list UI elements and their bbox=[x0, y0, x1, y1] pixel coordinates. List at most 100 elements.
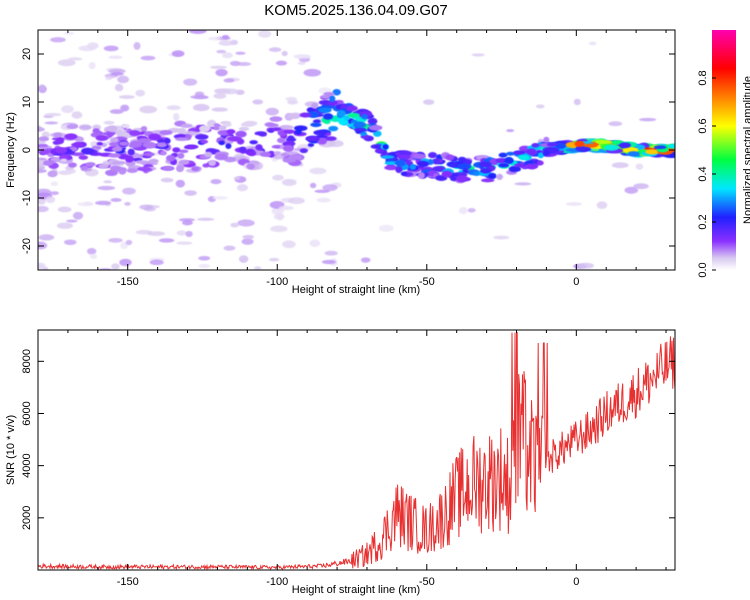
spectrogram-ridge-cell bbox=[214, 153, 229, 161]
spectrogram-ridge-cell bbox=[504, 157, 514, 165]
spectrogram-ytick-label: 20 bbox=[21, 48, 33, 60]
colorbar-tick-label: 0.6 bbox=[697, 118, 709, 133]
spectrogram-noise-cell bbox=[236, 184, 248, 192]
spectrogram-xlabel: Height of straight line (km) bbox=[292, 284, 420, 296]
spectrogram-noise-cell bbox=[565, 202, 582, 206]
spectrogram-noise-cell bbox=[189, 30, 207, 34]
spectrogram-ridge-cell bbox=[323, 119, 331, 125]
spectrogram-ridge-cell bbox=[299, 148, 308, 154]
spectrogram-ridge-cell bbox=[177, 127, 187, 135]
spectrogram-ridge-cell bbox=[432, 158, 441, 165]
snr-xtick-label: 0 bbox=[573, 576, 579, 588]
spectrogram-noise-cell bbox=[118, 95, 135, 100]
spectrogram-ridge-cell bbox=[273, 151, 282, 156]
spectrogram-noise-cell bbox=[44, 121, 59, 125]
spectrogram-ridge-cell bbox=[619, 142, 631, 149]
spectrogram-noise-cell bbox=[50, 181, 59, 187]
spectrogram-ridge-cell bbox=[373, 130, 382, 137]
spectrogram-noise-cell bbox=[422, 99, 435, 105]
spectrogram-ridge-cell bbox=[498, 163, 509, 168]
spectrogram-ridge-cell bbox=[292, 130, 301, 134]
spectrogram-noise-cell bbox=[314, 189, 330, 193]
snr-series-line bbox=[38, 332, 675, 570]
spectrogram-noise-cell bbox=[309, 182, 317, 189]
spectrogram-noise-cell bbox=[57, 59, 76, 67]
spectrogram-ridge-cell bbox=[238, 126, 250, 132]
spectrogram-ridge-cell bbox=[109, 137, 119, 144]
spectrogram-noise-cell bbox=[108, 55, 123, 60]
spectrogram-ridge-cell bbox=[409, 164, 417, 170]
spectrogram-ridge-cell bbox=[160, 150, 167, 156]
spectrogram-ridge-cell bbox=[227, 136, 241, 142]
spectrogram-noise-cell bbox=[514, 182, 532, 186]
spectrogram-ridge-cell bbox=[125, 155, 134, 163]
spectrogram-ridge-cell bbox=[71, 142, 84, 147]
spectrogram-ridge-cell bbox=[53, 132, 63, 138]
spectrogram-noise-cell bbox=[285, 96, 298, 102]
spectrogram-xtick-label: -50 bbox=[419, 276, 435, 288]
spectrogram-noise-cell bbox=[273, 213, 285, 220]
spectrogram-ridge-cell bbox=[185, 130, 196, 135]
spectrogram-ridge-cell bbox=[543, 136, 550, 143]
spectrogram-ridge-cell bbox=[43, 160, 54, 166]
spectrogram-ridge-cell bbox=[353, 121, 367, 129]
spectrogram-noise-cell bbox=[211, 107, 228, 112]
spectrogram-ridge-cell bbox=[142, 141, 157, 149]
spectrogram-noise-cell bbox=[611, 162, 629, 169]
spectrogram-ridge-cell bbox=[345, 105, 358, 112]
spectrogram-ridge-cell bbox=[299, 112, 312, 118]
spectrogram-ridge-cell bbox=[498, 152, 508, 158]
spectrogram-noise-cell bbox=[108, 237, 123, 243]
spectrogram-ridge-cell bbox=[126, 168, 138, 173]
spectrogram-ytick-label: -20 bbox=[21, 238, 33, 254]
spectrogram-noise-cell bbox=[196, 217, 215, 221]
spectrogram-ridge-cell bbox=[524, 163, 539, 169]
spectrogram-ridge-cell bbox=[223, 122, 232, 127]
spectrogram-ridge-cell bbox=[255, 144, 263, 151]
spectrogram-noise-cell bbox=[281, 178, 297, 186]
spectrogram-noise-cell bbox=[233, 176, 241, 180]
spectrogram-noise-cell bbox=[45, 196, 56, 204]
spectrogram-noise-cell bbox=[270, 225, 288, 233]
spectrogram-ridge-cell bbox=[175, 137, 189, 142]
spectrogram-noise-cell bbox=[360, 257, 371, 263]
spectrogram-ridge-cell bbox=[115, 129, 124, 136]
spectrogram-ridge-cell bbox=[178, 159, 190, 165]
spectrogram-noise-cell bbox=[281, 50, 288, 57]
spectrogram-ridge-cell bbox=[259, 152, 272, 157]
spectrogram-noise-cell bbox=[125, 239, 133, 246]
spectrogram-noise-cell bbox=[166, 105, 181, 111]
spectrogram-noise-cell bbox=[160, 177, 174, 183]
spectrogram-ridge-cell bbox=[208, 159, 217, 167]
spectrogram-noise-cell bbox=[297, 61, 306, 65]
spectrogram-ridge-cell bbox=[472, 171, 481, 176]
spectrogram-ridge-cell bbox=[368, 124, 383, 131]
spectrogram-ridge-cell bbox=[329, 95, 336, 103]
spectrogram-ridge-cell bbox=[264, 122, 275, 127]
spectrogram-ridge-cell bbox=[645, 149, 660, 155]
spectrogram-noise-cell bbox=[210, 179, 222, 185]
spectrogram-ridge-cell bbox=[235, 130, 247, 138]
spectrogram-ridge-cell bbox=[247, 150, 257, 157]
spectrogram-noise-cell bbox=[268, 257, 280, 262]
spectrogram-ridge-cell bbox=[583, 143, 599, 148]
spectrogram-noise-cell bbox=[175, 179, 186, 188]
snr-ticks: -150 -100 -50 0 2000 4000 6000 8000 bbox=[21, 330, 675, 588]
spectrogram-noise-cell bbox=[94, 200, 112, 206]
spectrogram-ridge-cell bbox=[143, 152, 155, 157]
spectrogram-ridge-cell bbox=[218, 140, 225, 146]
spectrogram-ridge-cell bbox=[109, 142, 118, 147]
spectrogram-noise-cell bbox=[66, 219, 78, 223]
spectrogram-noise-cell bbox=[149, 259, 164, 266]
spectrogram-noise-cell bbox=[237, 219, 255, 227]
spectrogram-noise-cell bbox=[38, 205, 49, 213]
spectrogram-ridge-cell bbox=[178, 149, 189, 154]
spectrogram-noise-cell bbox=[139, 105, 158, 114]
spectrogram-ridge-cell bbox=[457, 163, 472, 170]
spectrogram-ridge-cell bbox=[322, 113, 334, 120]
spectrogram-noise-cell bbox=[212, 196, 228, 200]
spectrogram-noise-cell bbox=[185, 230, 193, 238]
spectrogram-ridge-cell bbox=[162, 166, 175, 171]
spectrogram-ridge-cell bbox=[370, 144, 384, 150]
spectrogram-noise-cell bbox=[210, 65, 228, 69]
